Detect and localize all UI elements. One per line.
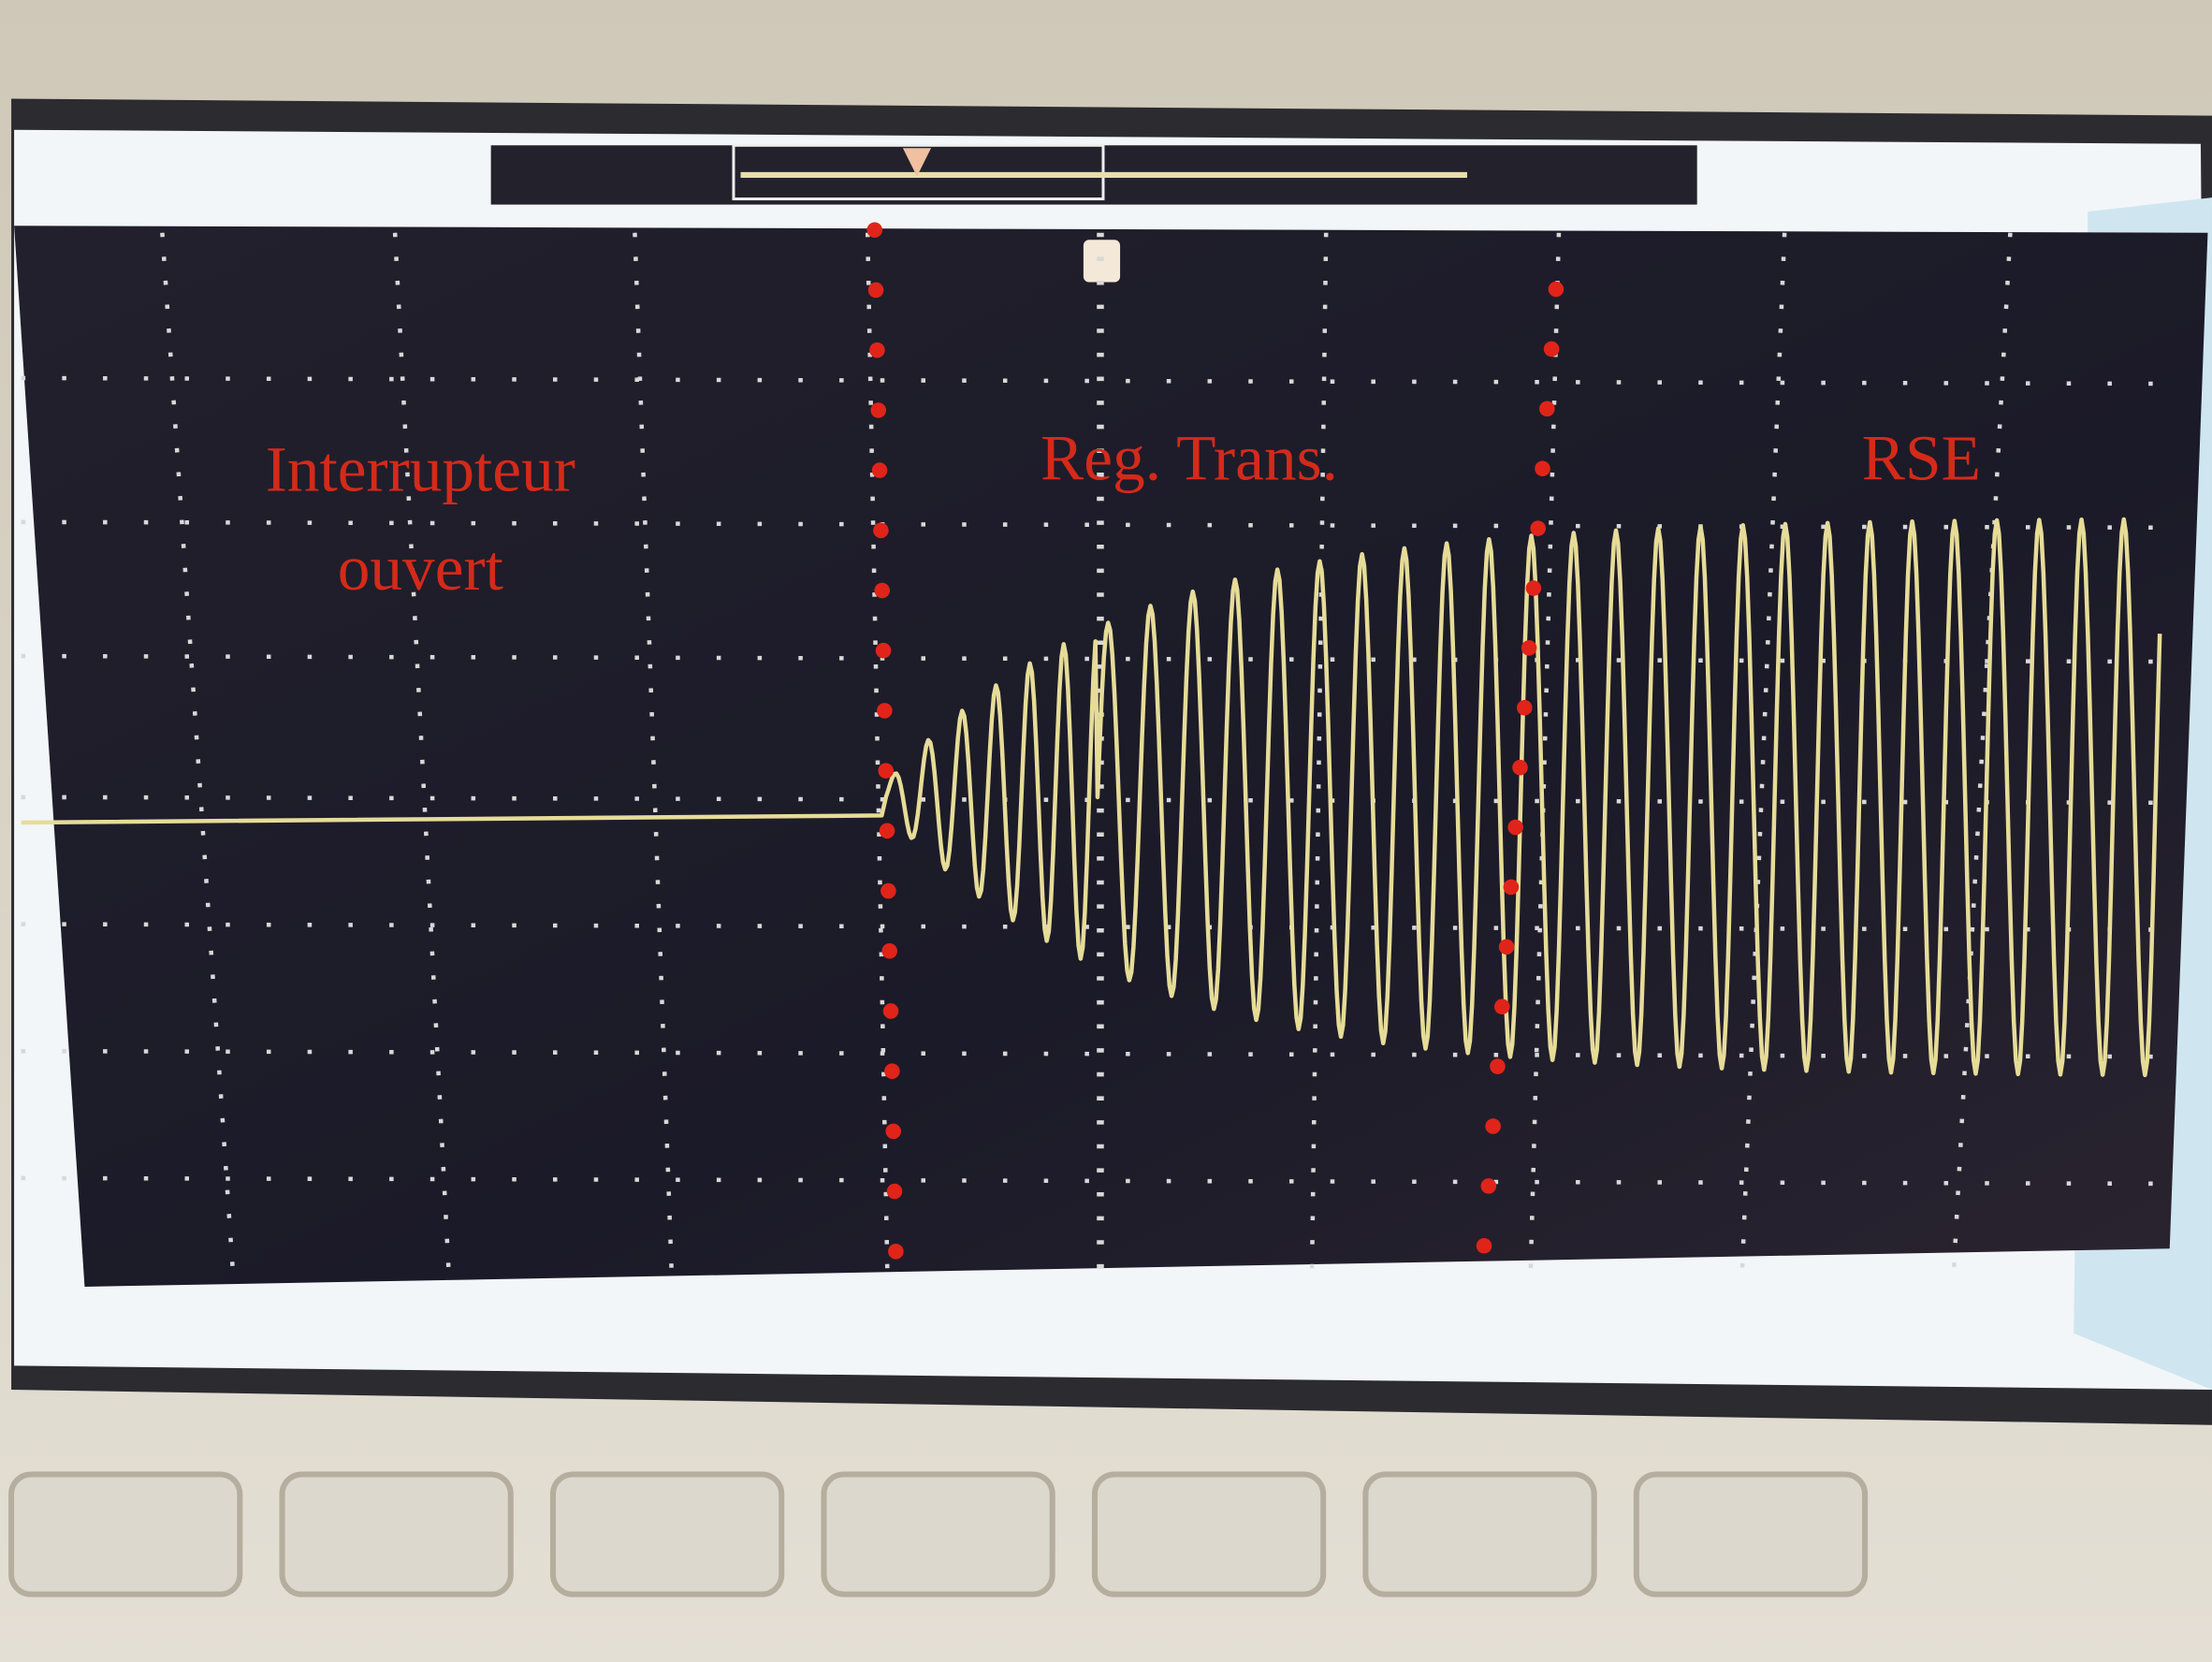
soft-button (11, 1474, 240, 1594)
divider-dot (1494, 999, 1510, 1014)
soft-button (1637, 1474, 1865, 1594)
region-label: Reg. Trans. (1041, 423, 1338, 495)
divider-dot (1481, 1178, 1497, 1194)
divider-dot (1485, 1118, 1501, 1134)
divider-dot (876, 643, 892, 659)
divider-dot (1544, 342, 1560, 357)
divider-dot (1490, 1058, 1506, 1074)
divider-dot (1530, 520, 1546, 536)
divider-dot (887, 1184, 903, 1200)
divider-dot (1477, 1238, 1492, 1254)
page: Interrupteur ouvert Reg. Trans. RSE (() … (0, 0, 2212, 1662)
soft-buttons (11, 1474, 1865, 1594)
divider-dot (1549, 282, 1564, 298)
divider-dot (868, 283, 884, 299)
region-label: Interrupteur (266, 434, 575, 506)
soft-button (283, 1474, 511, 1594)
region-label: ouvert (338, 532, 503, 605)
divider-dot (884, 1063, 900, 1079)
divider-dot (1539, 401, 1555, 417)
divider-dot (877, 703, 893, 719)
divider-dot (880, 883, 896, 899)
divider-dot (878, 763, 894, 779)
oscilloscope-photo: Interrupteur ouvert Reg. Trans. RSE (0, 0, 2212, 1662)
divider-dot (1521, 640, 1537, 656)
divider-dot (888, 1244, 904, 1260)
divider-dot (872, 462, 888, 478)
divider-dot (881, 943, 897, 959)
soft-button (823, 1474, 1052, 1594)
divider-dot (1535, 460, 1550, 476)
divider-dot (873, 522, 889, 538)
divider-dot (885, 1124, 901, 1140)
divider-dot (1504, 880, 1520, 896)
divider-dot (1507, 820, 1523, 836)
divider-dot (1517, 700, 1533, 716)
divider-dot (1499, 940, 1515, 955)
soft-button (1365, 1474, 1594, 1594)
divider-dot (869, 343, 885, 358)
divider-dot (1526, 580, 1542, 596)
divider-dot (883, 1003, 899, 1019)
soft-button (1095, 1474, 1323, 1594)
divider-dot (1512, 760, 1528, 776)
region-label: RSE (1862, 423, 1981, 495)
soft-button (553, 1474, 781, 1594)
divider-dot (870, 402, 886, 418)
divider-dot (874, 583, 890, 599)
divider-dot (866, 222, 882, 238)
divider-dot (880, 824, 895, 839)
